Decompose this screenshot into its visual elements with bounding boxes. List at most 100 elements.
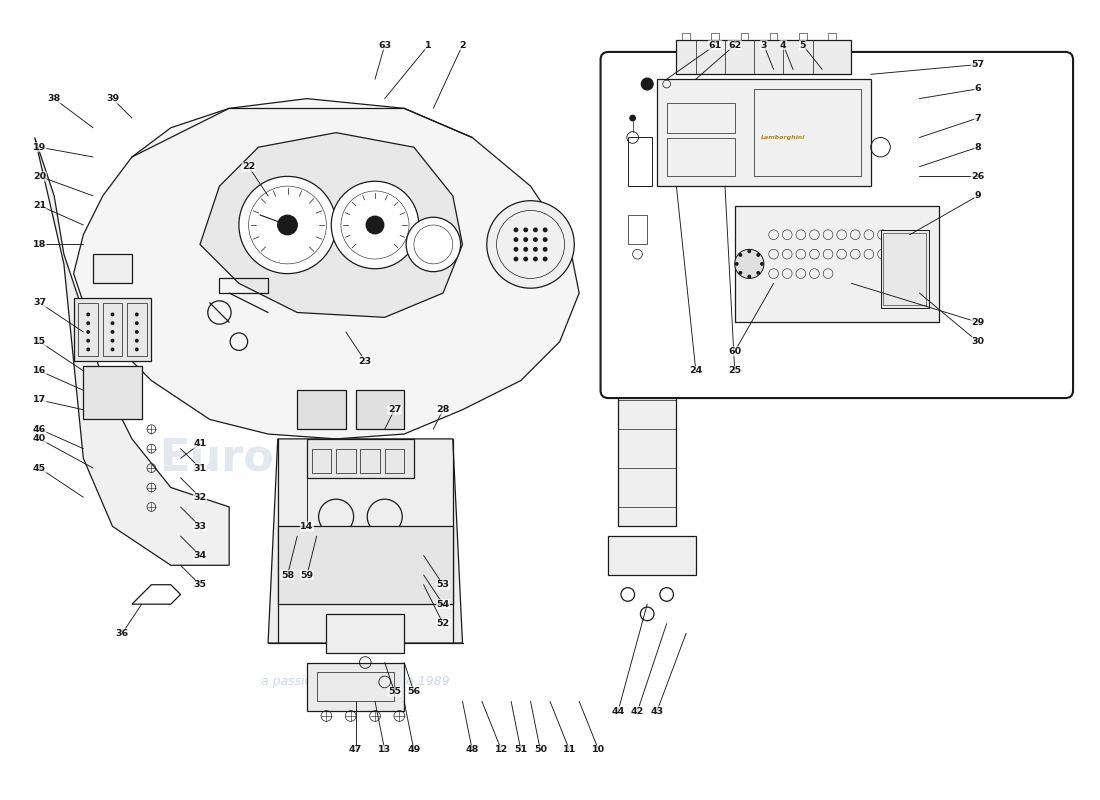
Bar <box>628 138 652 186</box>
Bar <box>307 662 404 711</box>
Circle shape <box>542 237 548 242</box>
Circle shape <box>111 313 114 316</box>
Text: Lamborghini: Lamborghini <box>761 135 805 140</box>
Circle shape <box>135 330 139 334</box>
Circle shape <box>86 338 90 342</box>
Text: 59: 59 <box>300 570 313 579</box>
Text: 47: 47 <box>349 746 362 754</box>
Text: 42: 42 <box>631 706 645 716</box>
Text: 38: 38 <box>47 94 60 103</box>
Text: 57: 57 <box>971 60 984 69</box>
Text: 45: 45 <box>33 463 46 473</box>
Text: 5: 5 <box>800 41 806 50</box>
Circle shape <box>111 338 114 342</box>
Bar <box>74 298 152 361</box>
Circle shape <box>524 247 528 252</box>
Text: 61: 61 <box>708 41 722 50</box>
Bar <box>317 672 395 702</box>
Text: 2: 2 <box>459 41 465 50</box>
Bar <box>84 366 142 419</box>
Circle shape <box>524 237 528 242</box>
Text: 16: 16 <box>33 366 46 375</box>
Text: 34: 34 <box>194 551 207 560</box>
FancyBboxPatch shape <box>601 52 1074 398</box>
Text: a passion for parts since 1989: a passion for parts since 1989 <box>261 675 450 689</box>
Bar <box>667 103 735 133</box>
Text: 37: 37 <box>33 298 46 307</box>
Bar <box>327 614 404 653</box>
Text: 33: 33 <box>194 522 207 531</box>
Text: 8: 8 <box>975 142 981 152</box>
Text: 36: 36 <box>116 629 129 638</box>
Text: 11: 11 <box>563 746 576 754</box>
Circle shape <box>406 218 461 272</box>
Circle shape <box>524 257 528 262</box>
Circle shape <box>534 257 538 262</box>
Bar <box>297 390 345 429</box>
Circle shape <box>747 274 751 278</box>
Text: 31: 31 <box>194 463 207 473</box>
Text: Eurospare: Eurospare <box>160 437 415 480</box>
Circle shape <box>757 253 760 257</box>
Text: 55: 55 <box>388 687 400 696</box>
Text: 46: 46 <box>33 425 46 434</box>
Circle shape <box>111 347 114 351</box>
Circle shape <box>757 271 760 274</box>
Bar <box>128 302 146 356</box>
Text: 53: 53 <box>437 580 450 590</box>
Text: 54: 54 <box>437 600 450 609</box>
Circle shape <box>111 322 114 325</box>
Text: 18: 18 <box>33 240 46 249</box>
Text: 13: 13 <box>378 746 392 754</box>
Bar <box>311 449 331 473</box>
Text: 7: 7 <box>975 114 981 122</box>
Bar <box>608 536 696 575</box>
Text: 41: 41 <box>194 439 207 448</box>
Bar <box>676 40 851 74</box>
Text: 29: 29 <box>971 318 984 326</box>
Bar <box>337 449 355 473</box>
Text: 26: 26 <box>971 172 984 181</box>
Circle shape <box>239 176 337 274</box>
Text: 22: 22 <box>242 162 255 171</box>
Text: 40: 40 <box>33 434 46 443</box>
Text: 44: 44 <box>612 706 625 716</box>
Circle shape <box>534 237 538 242</box>
Bar <box>883 233 926 305</box>
Circle shape <box>738 253 742 257</box>
Bar <box>618 468 676 507</box>
Bar <box>799 33 806 40</box>
Text: 58: 58 <box>280 570 294 579</box>
Circle shape <box>735 250 763 278</box>
Bar <box>355 390 404 429</box>
Circle shape <box>86 330 90 334</box>
Text: 4: 4 <box>780 41 786 50</box>
Text: 62: 62 <box>728 41 741 50</box>
Bar <box>735 206 939 322</box>
Bar <box>618 313 676 351</box>
Circle shape <box>366 216 384 234</box>
Text: 24: 24 <box>690 366 703 375</box>
Bar <box>78 302 98 356</box>
Circle shape <box>534 227 538 232</box>
Circle shape <box>514 257 518 262</box>
Bar <box>618 400 676 429</box>
Text: 1: 1 <box>426 41 432 50</box>
Polygon shape <box>268 439 462 643</box>
Circle shape <box>86 322 90 325</box>
Circle shape <box>629 114 636 122</box>
Text: 12: 12 <box>495 746 508 754</box>
Circle shape <box>135 313 139 316</box>
Text: 3: 3 <box>760 41 767 50</box>
Bar <box>881 230 930 308</box>
Bar <box>628 215 647 245</box>
Text: 63: 63 <box>378 41 392 50</box>
Circle shape <box>542 257 548 262</box>
Text: 50: 50 <box>534 746 547 754</box>
Circle shape <box>641 78 653 90</box>
Circle shape <box>735 262 738 266</box>
Bar <box>667 138 735 176</box>
Circle shape <box>331 182 419 269</box>
Bar <box>740 33 748 40</box>
Bar <box>682 33 690 40</box>
